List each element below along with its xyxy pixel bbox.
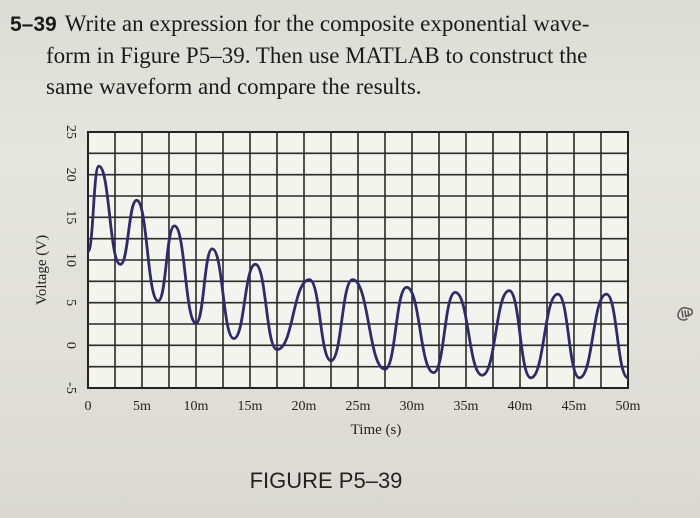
x-tick-label: 5m [133,399,151,414]
grid [87,131,629,389]
x-tick-labels: 0 5m 10m 15m 20m 25m 30m 35m 40m 45m 50m [85,399,641,414]
problem-text-line-1: Write an expression for the composite ex… [64,11,590,36]
series-layer [86,164,629,380]
x-tick-label: 20m [292,399,317,414]
y-tick-label: 10 [63,253,78,267]
y-tick-label: 20 [63,168,78,182]
waveform-chart: -5 0 5 10 15 20 25 0 5m 10m 15m 20m 25m 30m 35m 40m 45m… [34,125,641,438]
x-tick-label: 15m [238,399,263,414]
hand-icon [677,307,693,321]
x-tick-label: 50m [616,399,641,414]
problem-statement: 5–39 Write an expression for the composit… [10,8,680,102]
problem-text-line-2: form in Figure P5–39. Then use MATLAB to… [46,43,588,68]
y-tick-label: 25 [63,125,78,139]
problem-number: 5–39 [10,13,57,36]
x-axis-label: Time (s) [351,422,402,438]
y-tick-labels: -5 0 5 10 15 20 25 [63,125,78,394]
x-tick-label: 0 [85,399,92,414]
problem-text-line-3: same waveform and compare the results. [46,74,422,99]
x-tick-label: 25m [346,399,371,414]
x-tick-label: 45m [562,399,587,414]
y-axis-label: Voltage (V) [34,235,50,305]
y-tick-label: -5 [63,382,78,394]
x-tick-label: 30m [400,399,425,414]
y-tick-label: 5 [63,299,78,306]
y-tick-label: 15 [63,210,78,224]
x-tick-label: 40m [508,399,533,414]
x-tick-label: 10m [184,399,209,414]
x-tick-label: 35m [454,399,479,414]
figure-caption: FIGURE P5–39 [249,468,403,493]
y-tick-label: 0 [63,342,78,349]
